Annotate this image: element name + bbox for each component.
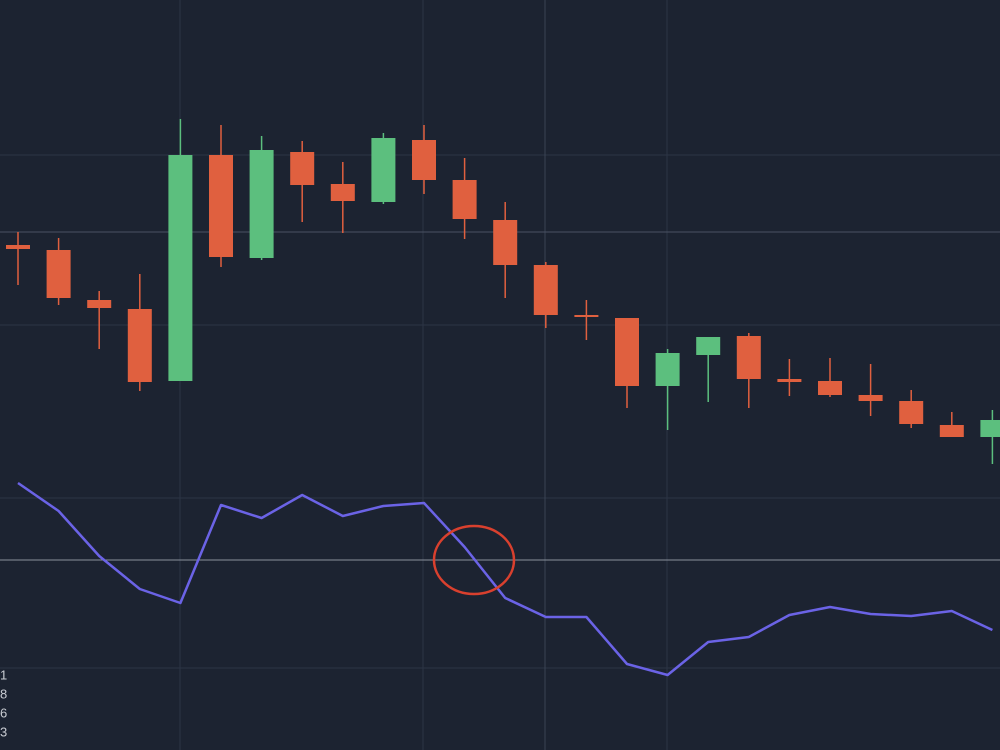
candle-body (615, 318, 639, 386)
candle-body (168, 155, 193, 381)
candle-body (493, 220, 518, 265)
candle-body (249, 150, 274, 258)
candle-body (412, 140, 436, 180)
candle-body (533, 265, 558, 315)
candle-body (127, 309, 152, 382)
axis-label-fragment: 1 (0, 667, 7, 682)
candle-body (330, 184, 355, 201)
candle-body (290, 152, 315, 185)
axis-label-fragment: 3 (0, 724, 7, 739)
candle-body (6, 245, 30, 249)
candle-body (46, 250, 71, 298)
highlight-circle (432, 524, 516, 596)
candle-body (858, 395, 883, 401)
axis-label-fragment: 6 (0, 705, 7, 720)
candle-body (87, 300, 112, 308)
axis-label-fragment: 8 (0, 686, 7, 701)
candle-body (818, 381, 842, 395)
candle-body (777, 379, 802, 382)
candle-body (574, 315, 599, 317)
candle-body (209, 155, 233, 257)
candle-body (736, 336, 761, 379)
candle-body (939, 425, 964, 437)
candle-body (696, 337, 721, 355)
candle-body (371, 138, 396, 202)
candle-body (452, 180, 477, 219)
candle-body (655, 353, 680, 386)
indicator-line (17, 481, 993, 677)
candle-body (899, 401, 924, 424)
candle-body (980, 420, 1000, 437)
